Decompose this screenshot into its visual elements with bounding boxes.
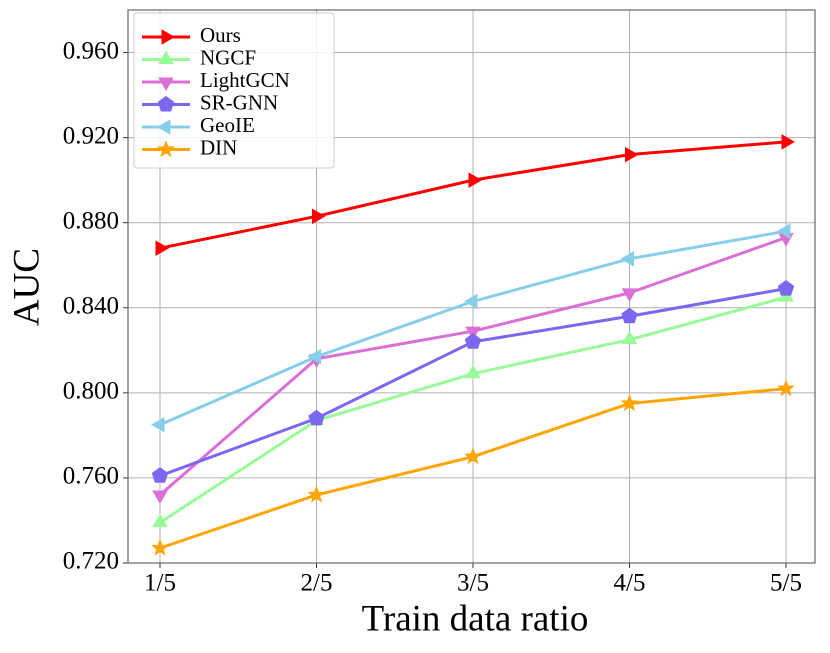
point [777, 379, 795, 397]
point [308, 409, 325, 426]
point [620, 251, 634, 267]
x-tick-label: 1/5 [144, 570, 176, 597]
legend-marker [161, 29, 175, 45]
point [463, 293, 478, 310]
point [155, 240, 170, 257]
x-tick-label: 3/5 [457, 570, 489, 597]
point [152, 490, 168, 504]
point [781, 134, 795, 150]
point [464, 333, 482, 349]
x-tick-label: 2/5 [301, 570, 333, 597]
legend-box [133, 12, 335, 169]
legend-label: DIN [200, 135, 237, 159]
y-tick-label: 0.720 [63, 548, 119, 575]
legend-marker [158, 50, 174, 64]
legend-label: NGCF [200, 45, 256, 69]
legend-label: GeoIE [200, 113, 255, 137]
y-tick-label: 0.960 [63, 37, 119, 64]
legend-label: SR-GNN [200, 90, 278, 114]
legend-marker [157, 140, 175, 158]
y-tick-label: 0.840 [63, 293, 119, 320]
point [621, 330, 638, 345]
point [307, 485, 326, 503]
point [464, 447, 482, 465]
point [307, 348, 321, 365]
point [468, 172, 483, 188]
x-tick-label: 5/5 [770, 570, 802, 597]
legend-marker [158, 77, 174, 91]
point [152, 513, 168, 528]
point [621, 307, 638, 324]
point [620, 394, 639, 412]
y-tick-label: 0.880 [63, 207, 119, 234]
legend-marker [157, 95, 175, 112]
x-axis-label: Train data ratio [362, 598, 589, 639]
legend-label: LightGCN [200, 68, 290, 92]
point [625, 146, 639, 163]
point [465, 326, 481, 341]
y-tick-label: 0.800 [63, 378, 119, 405]
plot-frame [127, 9, 816, 564]
point [621, 288, 638, 302]
point [777, 223, 791, 239]
point [151, 467, 169, 483]
y-tick-label: 0.920 [63, 122, 119, 149]
point [465, 364, 481, 379]
x-tick-label: 4/5 [614, 570, 646, 597]
y-tick-label: 0.760 [63, 463, 119, 490]
point [312, 208, 326, 225]
y-axis-label: AUC [6, 248, 47, 326]
point [151, 538, 169, 556]
point [777, 280, 795, 296]
legend-marker [157, 119, 171, 135]
legend-label: Ours [200, 23, 241, 47]
point [150, 416, 165, 433]
